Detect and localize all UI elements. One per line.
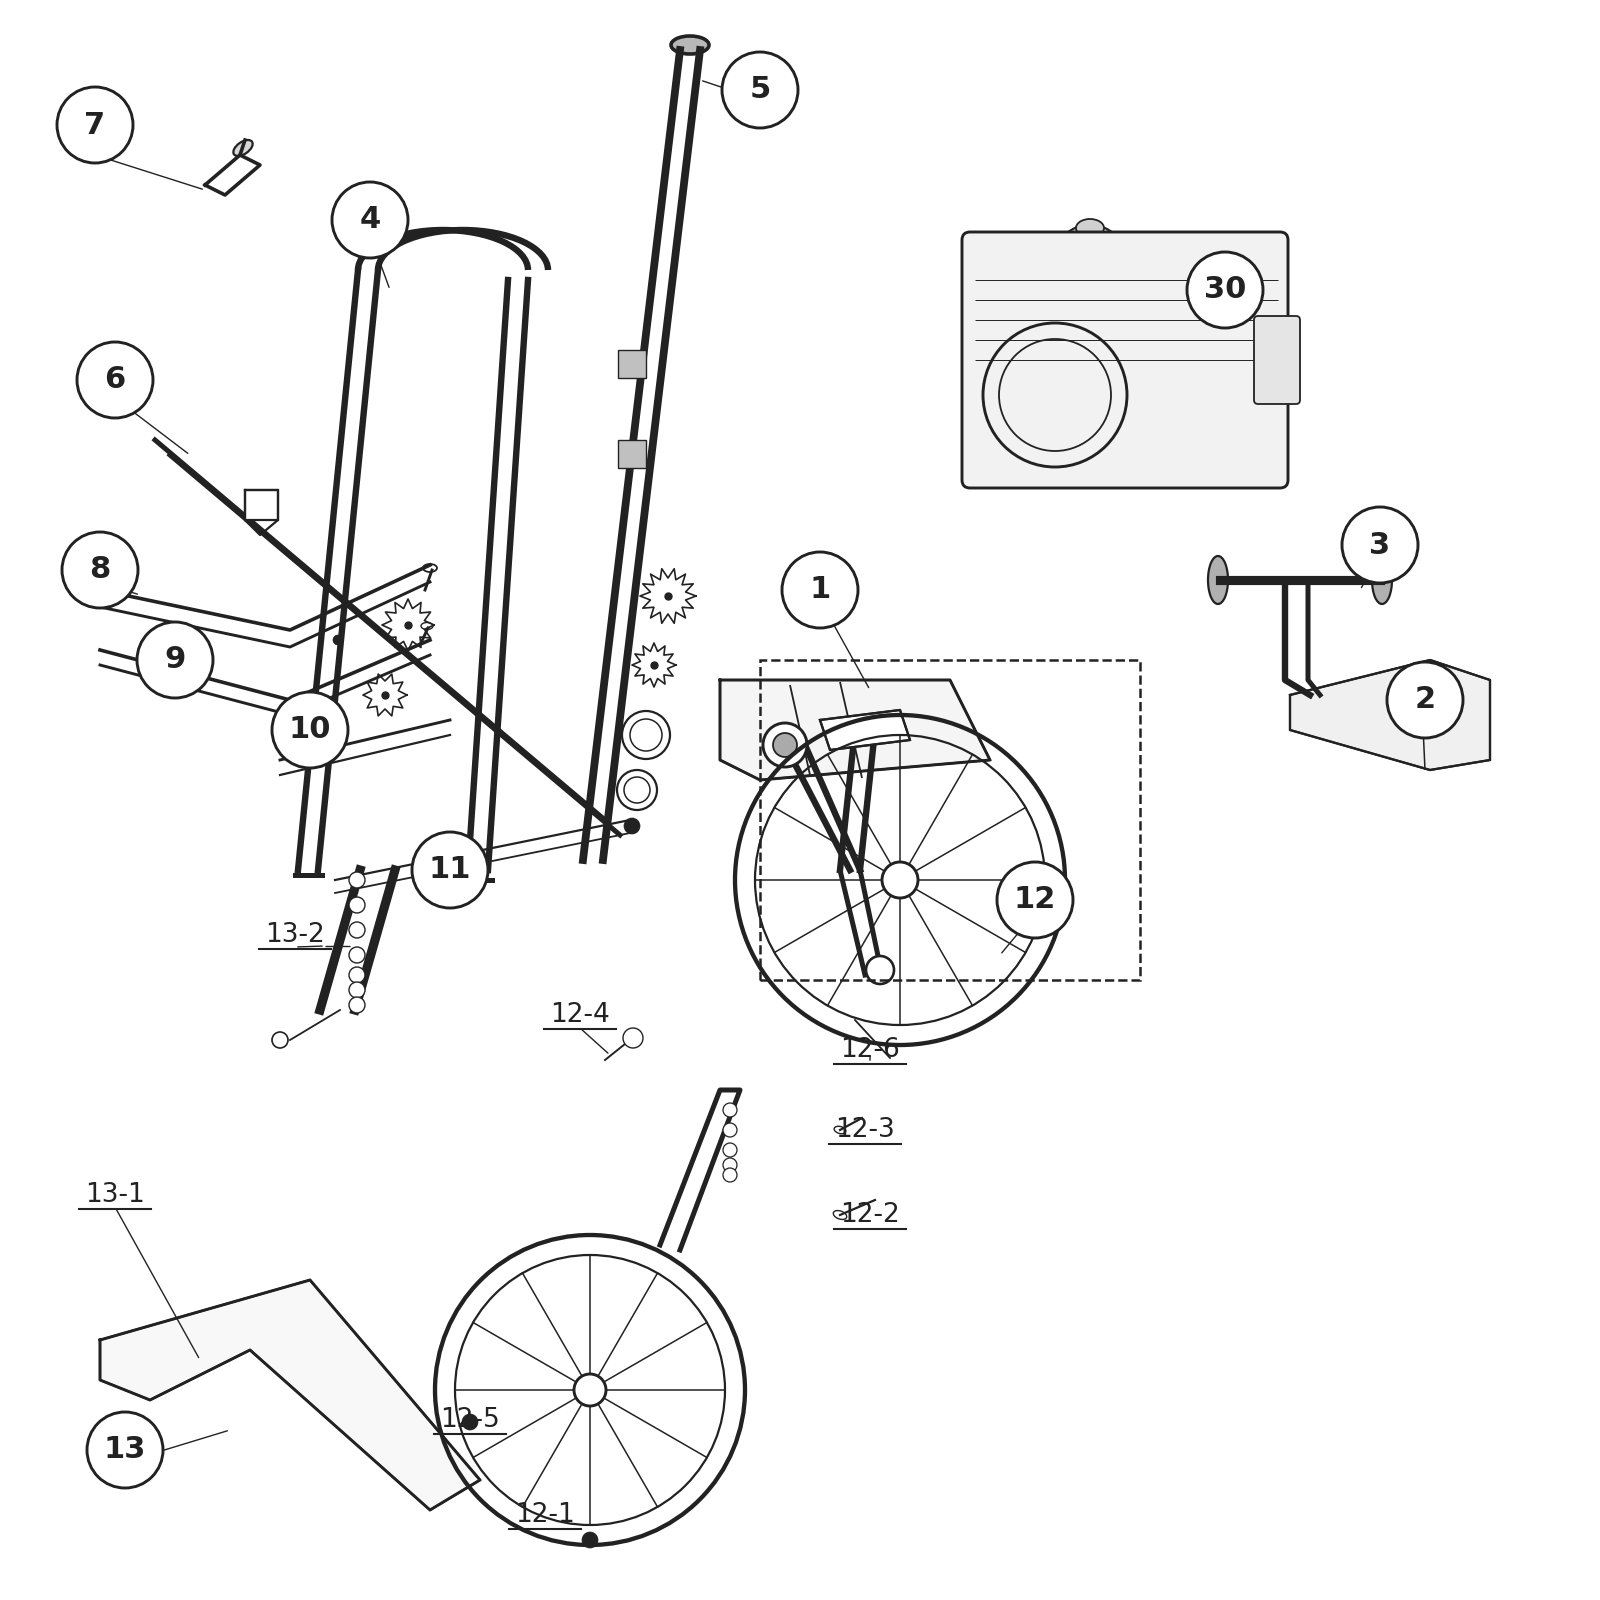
Ellipse shape <box>234 141 253 155</box>
Circle shape <box>86 1411 163 1488</box>
Circle shape <box>624 818 640 834</box>
Circle shape <box>58 86 133 163</box>
Circle shape <box>272 691 349 768</box>
Text: 12-5: 12-5 <box>440 1406 499 1434</box>
Text: 12-3: 12-3 <box>835 1117 894 1142</box>
Circle shape <box>723 1168 738 1182</box>
Ellipse shape <box>1056 226 1123 285</box>
Circle shape <box>1187 251 1262 328</box>
Circle shape <box>763 723 806 766</box>
Circle shape <box>882 862 918 898</box>
Polygon shape <box>245 490 278 520</box>
Circle shape <box>333 182 408 258</box>
Ellipse shape <box>1208 557 1229 603</box>
Ellipse shape <box>834 1126 846 1134</box>
Circle shape <box>62 531 138 608</box>
Circle shape <box>1342 507 1418 582</box>
Ellipse shape <box>670 35 709 54</box>
Text: 5: 5 <box>749 75 771 104</box>
Circle shape <box>574 1374 606 1406</box>
Circle shape <box>622 1029 643 1048</box>
Text: 12: 12 <box>1014 885 1056 915</box>
Circle shape <box>349 982 365 998</box>
Text: 12-2: 12-2 <box>840 1202 899 1229</box>
Ellipse shape <box>421 622 434 629</box>
Circle shape <box>413 832 488 909</box>
Polygon shape <box>1290 659 1490 770</box>
Circle shape <box>582 1533 598 1549</box>
Circle shape <box>997 862 1074 938</box>
Circle shape <box>349 898 365 914</box>
Circle shape <box>77 342 154 418</box>
FancyBboxPatch shape <box>618 440 646 467</box>
Polygon shape <box>720 680 990 781</box>
Circle shape <box>866 955 894 984</box>
Text: 8: 8 <box>90 555 110 584</box>
Circle shape <box>773 733 797 757</box>
Circle shape <box>272 1032 288 1048</box>
Text: 13-1: 13-1 <box>85 1182 146 1208</box>
Circle shape <box>349 872 365 888</box>
Circle shape <box>349 997 365 1013</box>
Text: 6: 6 <box>104 365 126 395</box>
Text: 3: 3 <box>1370 531 1390 560</box>
Text: 2: 2 <box>1414 685 1435 715</box>
Circle shape <box>1387 662 1462 738</box>
Polygon shape <box>99 1280 480 1510</box>
Circle shape <box>333 635 342 645</box>
Circle shape <box>349 966 365 982</box>
Circle shape <box>723 1123 738 1138</box>
Polygon shape <box>819 710 910 750</box>
Circle shape <box>723 1142 738 1157</box>
Ellipse shape <box>834 1211 846 1219</box>
Text: 13-2: 13-2 <box>266 922 325 947</box>
Circle shape <box>462 1414 478 1430</box>
FancyBboxPatch shape <box>962 232 1288 488</box>
Circle shape <box>349 922 365 938</box>
Text: 1: 1 <box>810 576 830 605</box>
Text: 4: 4 <box>360 205 381 235</box>
Text: 12-6: 12-6 <box>840 1037 899 1062</box>
FancyBboxPatch shape <box>1254 317 1299 403</box>
Circle shape <box>782 552 858 627</box>
Text: 12-1: 12-1 <box>515 1502 574 1528</box>
FancyBboxPatch shape <box>618 350 646 378</box>
Text: 9: 9 <box>165 645 186 675</box>
Ellipse shape <box>1075 219 1104 237</box>
Circle shape <box>722 51 798 128</box>
Text: 30: 30 <box>1203 275 1246 304</box>
Ellipse shape <box>1373 557 1392 603</box>
Text: 13: 13 <box>104 1435 146 1464</box>
Circle shape <box>349 947 365 963</box>
Circle shape <box>723 1158 738 1171</box>
Text: 11: 11 <box>429 856 472 885</box>
Ellipse shape <box>422 565 437 573</box>
Text: 10: 10 <box>288 715 331 744</box>
Circle shape <box>138 622 213 698</box>
Circle shape <box>723 1102 738 1117</box>
Text: 7: 7 <box>85 110 106 139</box>
Text: 12-4: 12-4 <box>550 1002 610 1029</box>
